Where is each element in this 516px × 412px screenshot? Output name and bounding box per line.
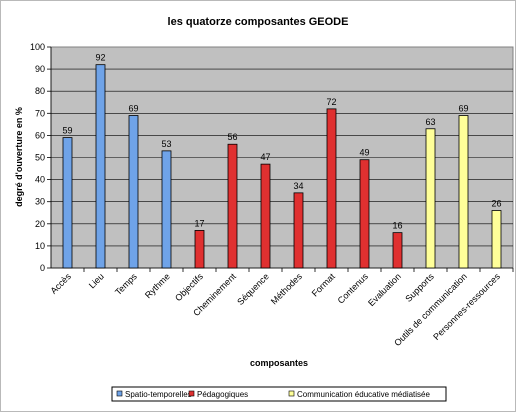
category-label: Rythme	[143, 271, 172, 300]
bar	[425, 128, 436, 269]
y-tick-label: 100	[30, 42, 45, 52]
category-label: Objectifs	[173, 271, 205, 303]
category-label: Lieu	[87, 271, 106, 290]
value-label: 92	[95, 53, 105, 63]
legend-swatch	[116, 390, 123, 397]
value-label: 47	[260, 152, 270, 162]
value-label: 34	[293, 181, 303, 191]
bar	[260, 163, 271, 269]
gridlines	[51, 68, 513, 247]
bar	[359, 159, 370, 269]
bar	[491, 210, 502, 269]
y-tick-label: 20	[35, 219, 45, 229]
value-labels: 59 92 69 53 17 56 47 34 72 49 16 63 69 26	[62, 53, 501, 231]
value-label: 59	[62, 126, 72, 136]
bar	[458, 115, 469, 269]
category-label: Evaluation	[366, 271, 403, 308]
x-axis-title: composantes	[250, 358, 308, 368]
y-tick-label: 60	[35, 130, 45, 140]
bar	[227, 143, 238, 269]
bar	[194, 230, 205, 269]
bar	[326, 108, 337, 269]
y-tick-label: 90	[35, 64, 45, 74]
value-label: 16	[392, 221, 402, 231]
category-label: Méthodes	[269, 271, 304, 306]
y-tick-label: 10	[35, 241, 45, 251]
legend-label: Pédagogiques	[197, 390, 248, 399]
legend-swatch	[288, 390, 295, 397]
y-tick-label: 0	[40, 263, 45, 273]
y-tick-label: 50	[35, 153, 45, 163]
y-tick-label: 40	[35, 175, 45, 185]
y-tick-label: 30	[35, 197, 45, 207]
category-label: Temps	[113, 271, 139, 297]
value-label: 49	[359, 148, 369, 158]
bar	[62, 137, 73, 269]
value-label: 63	[425, 117, 435, 127]
value-label: 56	[227, 132, 237, 142]
category-label: Accès	[49, 271, 74, 296]
y-axis-title: degré d'ouverture en %	[14, 107, 24, 207]
category-label: Séquence	[235, 271, 271, 307]
category-label: Supports	[403, 271, 436, 304]
value-label: 17	[194, 218, 204, 228]
legend	[111, 386, 447, 402]
value-label: 53	[161, 139, 171, 149]
bar	[293, 192, 304, 269]
value-label: 72	[326, 97, 336, 107]
bar	[161, 150, 172, 269]
value-label: 69	[458, 104, 468, 114]
category-labels: Accès Lieu Temps Rythme ObjectifsCheminement…	[49, 268, 514, 348]
legend-label: Spatio-temporelles	[125, 390, 192, 399]
bar	[128, 115, 139, 269]
bar	[392, 232, 403, 269]
category-label: Contenus	[336, 271, 371, 306]
legend-label: Communication éducative médiatisée	[297, 390, 431, 399]
category-label: Format	[310, 271, 338, 299]
y-tick-label: 70	[35, 108, 45, 118]
category-label: Personnes-ressources	[431, 271, 502, 342]
legend-items: Spatio-temporelles Pédagogiques Communicat…	[116, 390, 431, 399]
y-axis-ticks: 0 10 20 30 40 50 60 70 80 90 100	[30, 42, 513, 273]
value-label: 69	[128, 104, 138, 114]
y-tick-label: 80	[35, 86, 45, 96]
bars	[62, 64, 502, 269]
chart-title: les quatorze composantes GEODE	[168, 16, 349, 28]
legend-swatch	[188, 390, 195, 397]
bar	[95, 64, 106, 269]
value-label: 26	[491, 199, 501, 209]
